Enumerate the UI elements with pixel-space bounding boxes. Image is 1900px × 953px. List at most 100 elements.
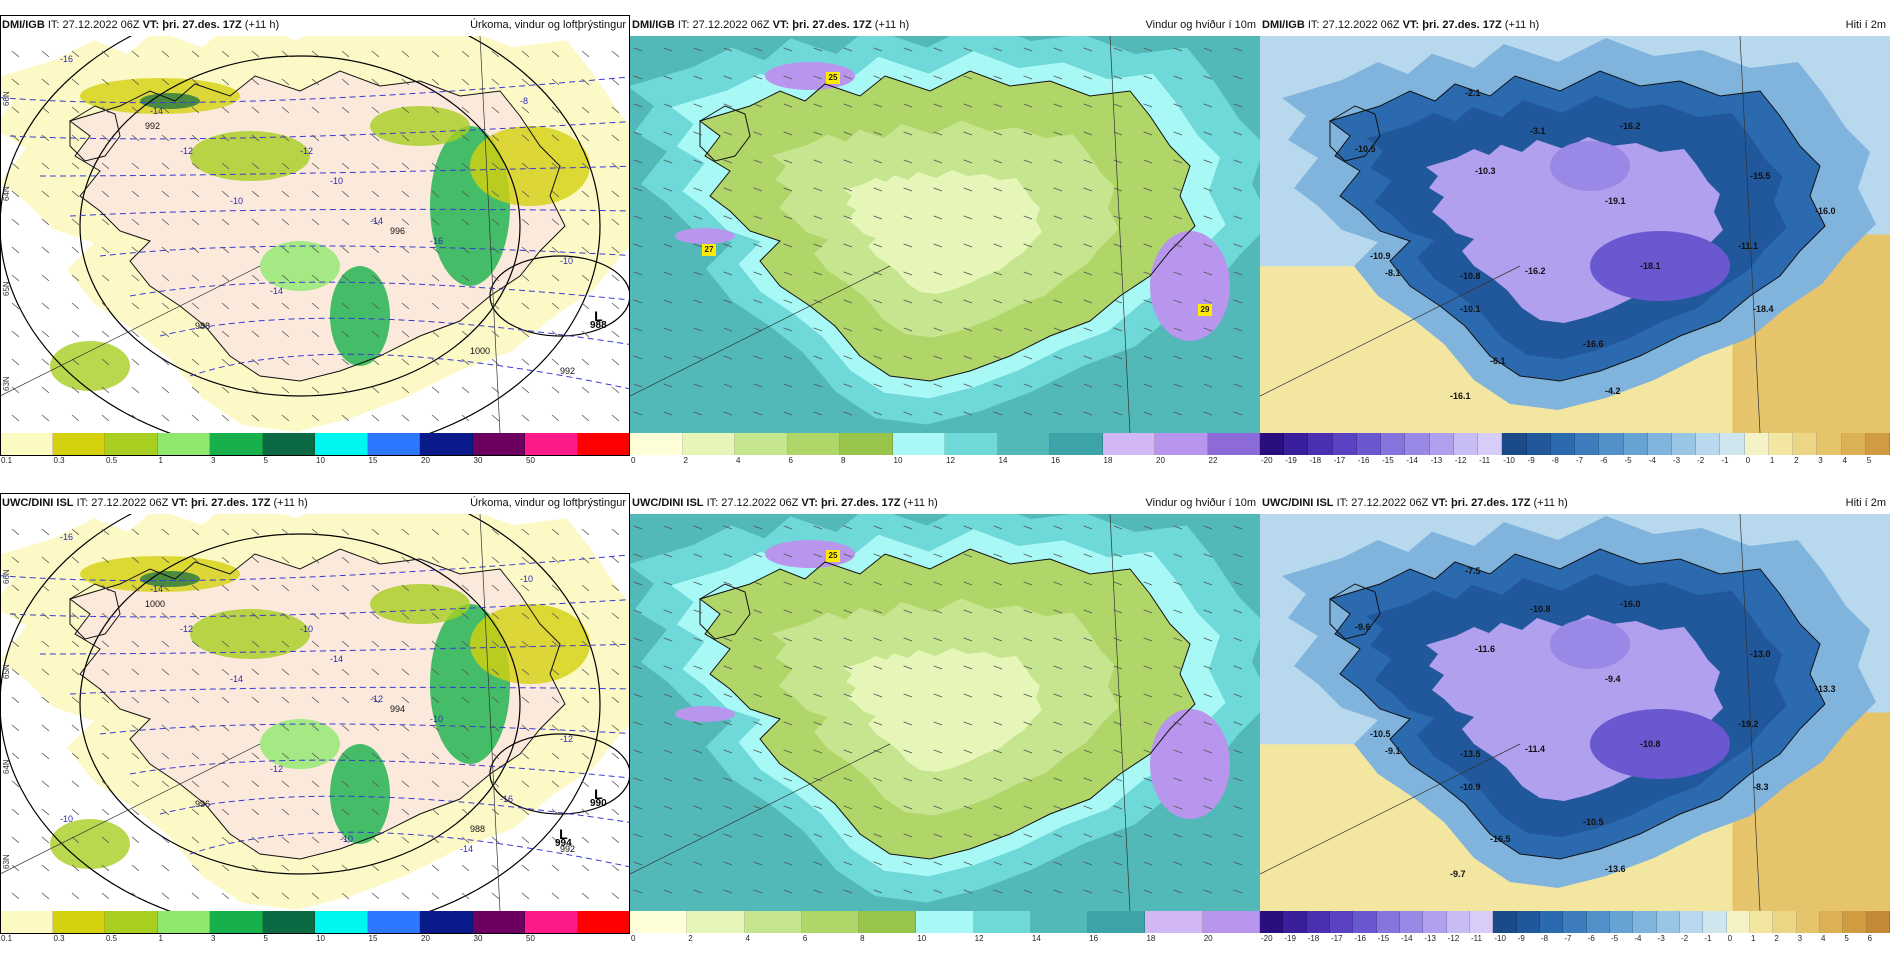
colorbar-swatch bbox=[210, 433, 263, 455]
colorbar-swatch bbox=[1768, 433, 1794, 455]
colorbar-tick-label: -9 bbox=[1517, 934, 1525, 943]
issue-time: 27.12.2022 06Z bbox=[721, 497, 799, 509]
colorbar-tick-label: -1 bbox=[1721, 456, 1729, 465]
panel-title: DMI/IGB IT: 27.12.2022 06Z VT: þri. 27.d… bbox=[1260, 15, 1890, 35]
temperature-value: -16.0 bbox=[1815, 206, 1836, 216]
precip-map[interactable] bbox=[0, 36, 630, 433]
colorbar-swatch bbox=[630, 433, 683, 455]
colorbar-swatch bbox=[1453, 433, 1479, 455]
gust-area bbox=[1150, 709, 1230, 819]
colorbar-tick-label: 5 bbox=[263, 934, 268, 943]
colorbar-tick-label: -4 bbox=[1648, 456, 1656, 465]
colorbar-swatch bbox=[1703, 911, 1727, 933]
isobar bbox=[0, 514, 601, 911]
wind-barbs bbox=[11, 50, 620, 422]
colorbar-tick-label: -1 bbox=[1704, 934, 1712, 943]
colorbar-swatch bbox=[1586, 911, 1610, 933]
temperature-value: -10.5 bbox=[1355, 144, 1376, 154]
colorbar-tick-label: -3 bbox=[1657, 934, 1665, 943]
temperature-contour-label: -16 bbox=[430, 236, 444, 246]
temperature-value: -8.3 bbox=[1753, 782, 1769, 792]
map-labels: -2.1 -10.5 -10.9 -10.3 -3.1 -16.2 -19.1 -15.5 -1… bbox=[1260, 36, 1890, 433]
wind-map[interactable] bbox=[630, 36, 1260, 433]
coastline bbox=[1329, 105, 1381, 162]
colorbar-tick-label: 30 bbox=[473, 934, 483, 943]
colorbar-tick-label: 0.3 bbox=[53, 456, 65, 465]
colorbar-tick-label: 12 bbox=[946, 456, 955, 465]
colorbar-swatch bbox=[1696, 433, 1721, 455]
precip-map[interactable] bbox=[0, 514, 630, 911]
colorbar-tick-label: -19 bbox=[1285, 456, 1297, 465]
wind-barbs bbox=[11, 528, 620, 900]
colorbar-swatch bbox=[367, 433, 420, 455]
temperature-value: -10.8 bbox=[1530, 604, 1551, 614]
temperature-contour bbox=[9, 121, 630, 140]
model-source: DMI/IGB bbox=[2, 19, 45, 31]
precip-area bbox=[330, 744, 390, 844]
temperature-contour bbox=[99, 723, 630, 735]
gust-area bbox=[675, 706, 735, 722]
colorbar-swatch bbox=[735, 433, 788, 455]
temperature-value: -10.3 bbox=[1475, 166, 1496, 176]
temperature-value: -11.1 bbox=[1738, 241, 1759, 251]
colorbar-swatch bbox=[1202, 911, 1260, 933]
colorbar-tick-label: 1 bbox=[158, 456, 163, 465]
colorbar-tick-label: -15 bbox=[1377, 934, 1390, 943]
temperature-contour-label: -12 bbox=[180, 146, 194, 156]
colorbar-tick-label: 20 bbox=[421, 934, 430, 943]
colorbar-swatch bbox=[472, 433, 525, 455]
isobar-label: 988 bbox=[195, 321, 211, 331]
temp-map[interactable] bbox=[1260, 36, 1890, 433]
colorbar-tick-label: 22 bbox=[1208, 456, 1218, 465]
colorbar-tick-label: 0 bbox=[1745, 456, 1751, 465]
valid-label: VT: bbox=[772, 19, 790, 31]
precip-area bbox=[190, 609, 310, 659]
colorbar-swatch bbox=[315, 433, 368, 455]
temperature-value: -16.2 bbox=[1620, 121, 1641, 131]
temperature-value: -3.1 bbox=[1530, 126, 1546, 136]
wind-map[interactable] bbox=[630, 514, 1260, 911]
colorbar-tick-label: -14 bbox=[1406, 456, 1418, 465]
latitude-label: 64N bbox=[2, 186, 11, 201]
temperature-contour-label: -14 bbox=[330, 654, 344, 664]
issue-label: IT: bbox=[47, 19, 60, 31]
coastline bbox=[698, 70, 1196, 382]
low-value: 988 bbox=[590, 320, 607, 331]
colorbar-tick-label: -20 bbox=[1261, 456, 1273, 465]
colorbar-tick-label: 10 bbox=[316, 456, 325, 465]
temperature-value: -16.0 bbox=[1620, 599, 1641, 609]
colorbar-swatch bbox=[1796, 911, 1820, 933]
precip-area bbox=[330, 266, 390, 366]
isobar-label: 1000 bbox=[470, 346, 491, 356]
colorbar-tick-label: 1 bbox=[1751, 934, 1756, 943]
colorbar-tick-label: -5 bbox=[1624, 456, 1632, 465]
temp-map[interactable] bbox=[1260, 514, 1890, 911]
temperature-value: -6.1 bbox=[1490, 356, 1506, 366]
coastline bbox=[68, 548, 566, 860]
temperature-value: -16.5 bbox=[1490, 834, 1511, 844]
colorbar-swatch bbox=[1423, 911, 1447, 933]
valid-time: þri. 27.des. 17Z bbox=[1422, 19, 1502, 31]
colorbar-tick-label: -3 bbox=[1672, 456, 1681, 465]
map-labels: 25 bbox=[630, 514, 1260, 911]
model-source: UWC/DINI ISL bbox=[632, 497, 704, 509]
colorbar-swatch bbox=[1866, 911, 1890, 933]
colorbar-tick-label: -10 bbox=[1494, 934, 1506, 943]
parameter-title: Hiti í 2m bbox=[1845, 497, 1886, 509]
colorbar-tick-label: 0.5 bbox=[106, 934, 118, 943]
colorbar-tick-label: -17 bbox=[1331, 934, 1343, 943]
colorbar-ticks: 0 2 4 6 8 10 12 14 16 18 20 bbox=[630, 933, 1260, 947]
isobar-label: 992 bbox=[560, 844, 576, 854]
colorbar-swatch bbox=[973, 911, 1031, 933]
temperature-contour-label: -10 bbox=[560, 256, 574, 266]
temperature-contour bbox=[99, 245, 630, 257]
colorbar-swatch bbox=[1609, 911, 1634, 933]
temperature-value: -10.1 bbox=[1460, 304, 1481, 314]
temperature-contour bbox=[0, 76, 630, 104]
temperature-value: -16.2 bbox=[1525, 266, 1546, 276]
latitude-label: 66N bbox=[2, 569, 11, 584]
valid-time: þri. 27.des. 17Z bbox=[820, 497, 901, 509]
colorbar-swatch bbox=[315, 911, 368, 933]
low-letter: L bbox=[559, 826, 568, 842]
colorbar-tick-label: -7 bbox=[1564, 934, 1572, 943]
